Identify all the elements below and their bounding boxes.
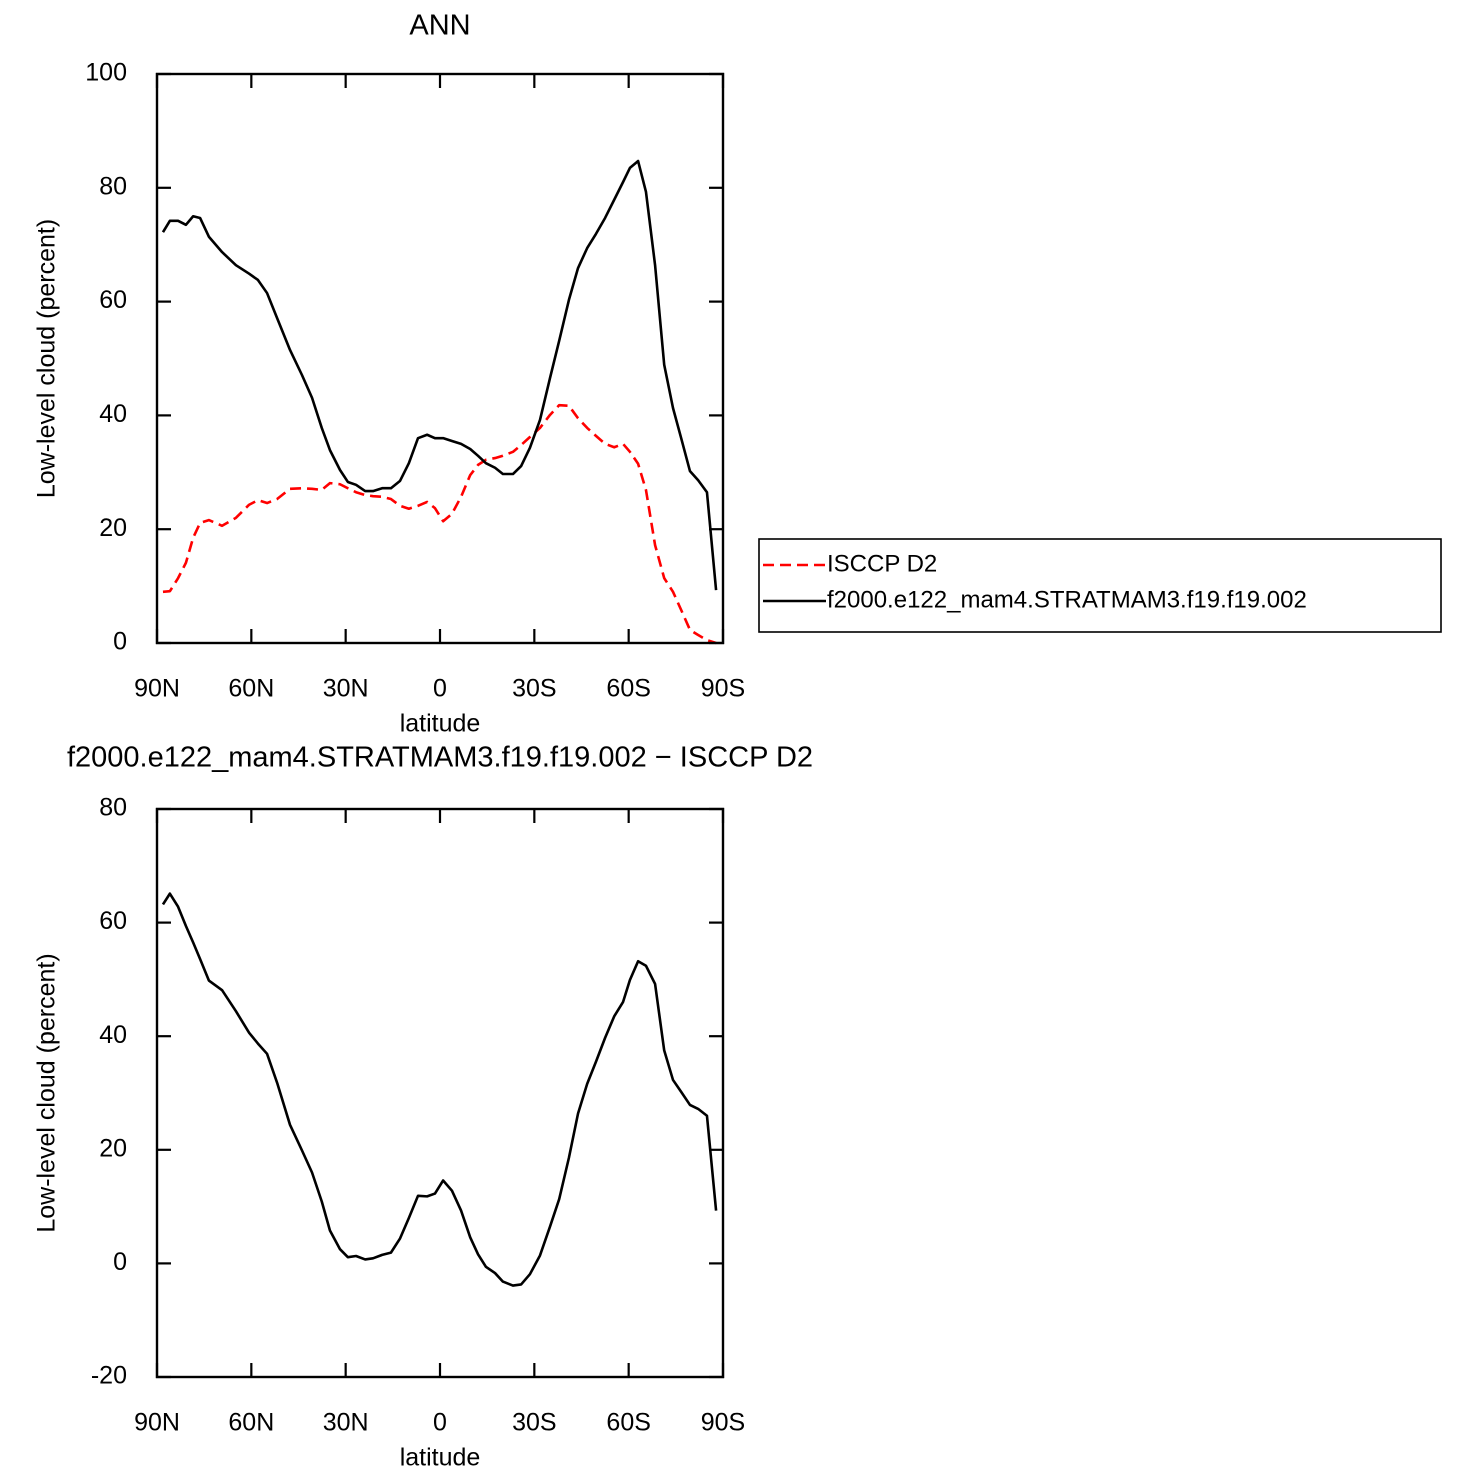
data-line [161, 159, 718, 591]
y-axis-label: Low-level cloud (percent) [33, 953, 61, 1232]
legend-label: f2000.e122_mam4.STRATMAM3.f19.f19.002 [827, 586, 1307, 613]
data-line [161, 892, 718, 1287]
chart-title: f2000.e122_mam4.STRATMAM3.f19.f19.002 − … [67, 742, 813, 774]
x-tick-label: 90S [701, 675, 745, 703]
y-tick-label: 60 [99, 907, 127, 935]
x-axis-label: latitude [400, 710, 481, 738]
x-tick-label: 0 [433, 1409, 447, 1437]
y-tick-label: 20 [99, 1134, 127, 1162]
y-axis-label: Low-level cloud (percent) [33, 219, 61, 498]
x-tick-label: 30S [512, 1409, 556, 1437]
y-tick-label: 20 [99, 514, 127, 542]
chart-title: ANN [409, 10, 470, 42]
y-tick-label: 40 [99, 1021, 127, 1049]
y-tick-label: 60 [99, 286, 127, 314]
legend-label: ISCCP D2 [827, 550, 937, 577]
x-tick-label: 60S [606, 675, 650, 703]
x-tick-label: 90N [134, 1409, 180, 1437]
y-tick-label: 0 [113, 628, 127, 656]
x-tick-label: 60N [228, 675, 274, 703]
x-tick-label: 90S [701, 1409, 745, 1437]
legend-box [758, 538, 1442, 633]
plot-frame [155, 807, 725, 1379]
x-tick-label: 60N [228, 1409, 274, 1437]
x-tick-label: 90N [134, 675, 180, 703]
y-tick-label: 80 [99, 794, 127, 822]
x-tick-label: 0 [433, 675, 447, 703]
y-tick-label: 80 [99, 172, 127, 200]
plot-frame [155, 72, 725, 645]
y-tick-label: 0 [113, 1248, 127, 1276]
x-tick-label: 30N [323, 675, 369, 703]
x-axis-label: latitude [400, 1444, 481, 1472]
y-tick-label: -20 [91, 1362, 127, 1390]
data-line [162, 403, 717, 645]
y-tick-label: 100 [85, 59, 127, 87]
y-tick-label: 40 [99, 400, 127, 428]
x-tick-label: 30S [512, 675, 556, 703]
x-tick-label: 30N [323, 1409, 369, 1437]
x-tick-label: 60S [606, 1409, 650, 1437]
